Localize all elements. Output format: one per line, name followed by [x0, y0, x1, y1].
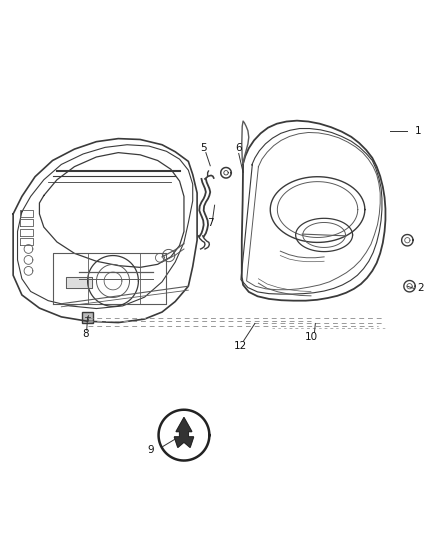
Text: 1: 1 [415, 126, 422, 136]
Polygon shape [174, 418, 194, 447]
Text: 9: 9 [148, 446, 155, 456]
Text: 10: 10 [305, 332, 318, 342]
Text: 6: 6 [235, 143, 242, 154]
Text: 2: 2 [417, 284, 424, 293]
Text: 7: 7 [207, 217, 214, 228]
Text: 5: 5 [200, 143, 207, 154]
Text: 8: 8 [82, 329, 89, 340]
Polygon shape [66, 278, 92, 287]
Text: 12: 12 [233, 341, 247, 351]
FancyBboxPatch shape [82, 312, 93, 322]
